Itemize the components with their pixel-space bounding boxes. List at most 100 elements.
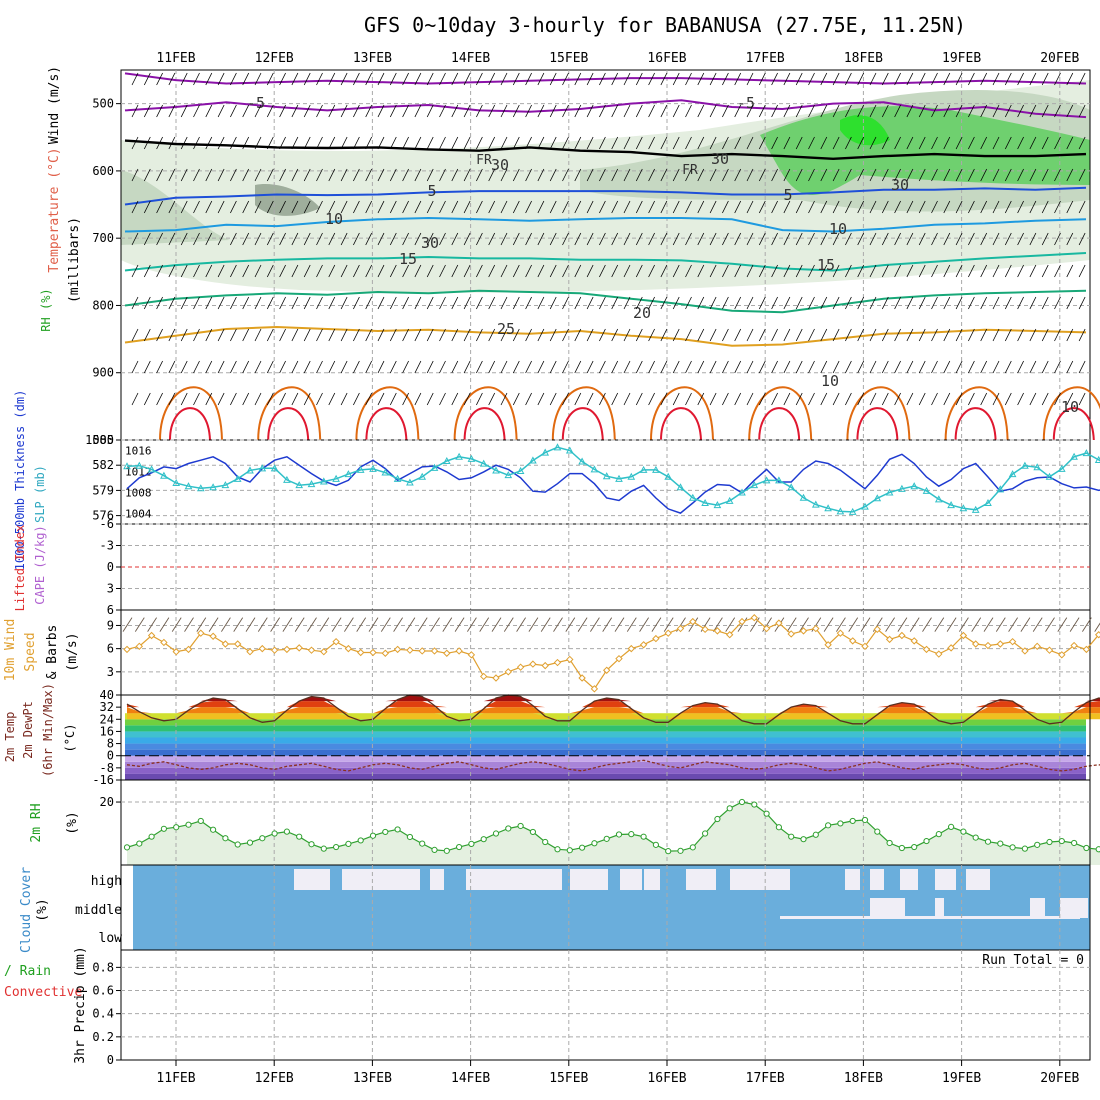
wind-barb: [918, 360, 926, 374]
wind-barb: [648, 232, 655, 246]
wind-barb: [340, 136, 348, 150]
wind-barb: [783, 232, 791, 246]
wind10m-point: [369, 648, 377, 657]
slp-point: [1094, 455, 1100, 463]
rh2m-point: [197, 817, 204, 825]
wind-barb: [1004, 328, 1012, 342]
wind-barb: [549, 168, 557, 182]
wind-barb: [328, 392, 336, 406]
wind10m-point: [516, 663, 525, 671]
wind10m-point: [713, 627, 722, 635]
wind-barb: [525, 296, 532, 310]
wind-barb: [808, 168, 815, 182]
wind10m-barb: [983, 617, 994, 632]
wind-barb: [242, 200, 250, 214]
wind10m-point: [479, 672, 488, 681]
wind-barb: [574, 104, 582, 118]
wind-barb: [1017, 136, 1024, 150]
wind-barb: [230, 328, 237, 342]
wind10m-point: [676, 624, 685, 633]
rh2m-point: [579, 844, 586, 851]
wind-barb: [451, 264, 459, 278]
wind-barb: [193, 232, 200, 246]
rh2m-point: [812, 831, 819, 838]
slp-point: [910, 482, 919, 490]
wind-barb: [1041, 264, 1049, 278]
wind-barb: [377, 232, 385, 246]
wind-barb: [463, 264, 471, 278]
wind-barb: [512, 72, 520, 86]
wind10m-point: [848, 637, 857, 645]
date-label-bottom: 17FEB: [746, 1071, 785, 1086]
temp2m-y-tick-label: 40: [100, 688, 114, 702]
rh2m-point: [554, 846, 561, 853]
wind-barb: [599, 104, 606, 118]
wind-barb: [857, 168, 865, 182]
wind-barb: [599, 392, 606, 406]
wind-barb: [525, 232, 532, 246]
wind10m-barb: [946, 617, 957, 632]
wind-barb: [353, 296, 360, 310]
wind-barb: [242, 360, 250, 374]
wind-barb: [291, 296, 299, 310]
rh2m-point: [1021, 845, 1029, 852]
wind-barb: [1078, 392, 1086, 406]
rh2m-y-tick-label: 20: [100, 795, 114, 809]
wind-barb: [599, 264, 606, 278]
bottom-date-axis: 11FEB 12FEB 13FEB 14FEB 15FEB 16FEB 17FEB 18FEB…: [156, 1060, 1080, 1086]
wind10m-barb: [368, 617, 379, 632]
slp-point: [430, 463, 439, 471]
wind-barb: [771, 392, 778, 406]
wind-barb: [758, 200, 766, 214]
wind10m-barb: [971, 617, 982, 632]
temp-contour-30-lobe: [650, 386, 714, 441]
wind10m-barb: [1069, 617, 1080, 632]
slp-line: [126, 446, 1100, 513]
wind-barb: [426, 296, 434, 310]
wind-barb: [1041, 136, 1049, 150]
slp-point: [406, 478, 414, 486]
wind-barb: [291, 264, 299, 278]
wind-barb: [217, 72, 225, 86]
wind-barb: [881, 328, 889, 342]
thickness-y-tick-label: 582: [92, 458, 114, 472]
wind10m-point: [762, 624, 771, 633]
wind-barb: [1041, 392, 1049, 406]
wind-barb: [980, 168, 988, 182]
wind-barb: [1004, 200, 1012, 214]
wind-barb: [709, 328, 717, 342]
wind-barb: [205, 360, 213, 374]
wind-barb: [340, 392, 348, 406]
wind-barb: [168, 168, 176, 182]
chart-title: GFS 0~10day 3-hourly for BABANUSA (27.75…: [364, 13, 966, 37]
wind-barb: [611, 200, 619, 214]
wind-barb: [1054, 392, 1061, 406]
slp-point: [258, 464, 267, 472]
wind-barb: [1078, 232, 1086, 246]
wind-barb: [353, 264, 360, 278]
wind-barb: [402, 296, 409, 310]
rh2m-point: [960, 828, 967, 835]
cloud-middle-block: [884, 898, 905, 918]
wind-barb: [279, 360, 286, 374]
wind-barb: [672, 168, 680, 182]
wind-barb: [968, 232, 975, 246]
temp2m-y-tick-label: 24: [100, 712, 114, 726]
date-label-bottom: 20FEB: [1040, 1071, 1079, 1086]
wind-barb: [328, 104, 336, 118]
contour-label: 20: [633, 304, 651, 322]
date-label-top: 17FEB: [746, 51, 785, 66]
wind10m-barb: [602, 617, 613, 632]
slp-point: [160, 471, 168, 479]
wind-barb: [549, 200, 557, 214]
wind10m-barb: [626, 617, 637, 632]
wind10m-point: [971, 640, 980, 648]
top-date-axis: 11FEB 12FEB 13FEB 14FEB 15FEB 16FEB 17FEB 18FEB…: [156, 51, 1079, 66]
wind-barb: [857, 232, 865, 246]
wind10m-barb: [885, 617, 895, 632]
precip-frame: [120, 949, 1091, 1061]
wind-barb: [771, 232, 778, 246]
wind10m-barb: [503, 617, 514, 632]
wind-barb: [316, 72, 323, 86]
wind10m-barb: [590, 617, 600, 632]
